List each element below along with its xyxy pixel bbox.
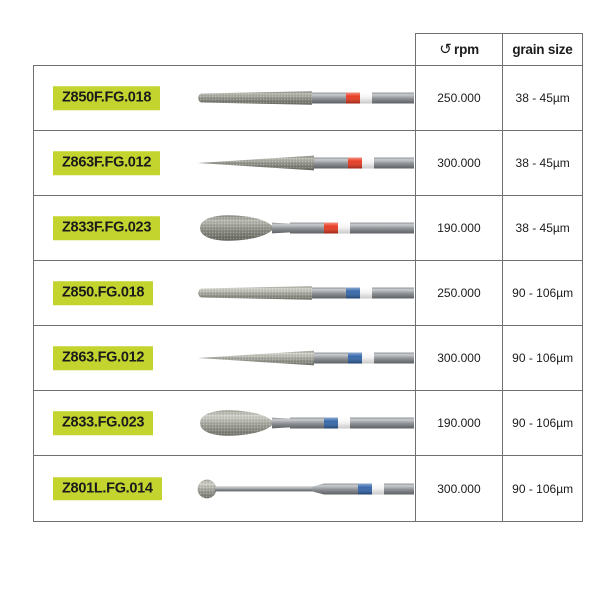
grain-size-value: 38 - 45µm bbox=[515, 156, 570, 170]
header-label-grain-size: grain size bbox=[512, 42, 573, 57]
cell-product-code: Z863.FG.012 bbox=[34, 326, 415, 390]
grain-size-value: 90 - 106µm bbox=[512, 416, 574, 430]
cell-rpm: 190.000 bbox=[414, 196, 503, 260]
table-row: Z833F.FG.023 bbox=[34, 196, 582, 261]
table-row: Z863.FG.012 bbox=[34, 326, 582, 391]
cell-product-code: Z863F.FG.012 bbox=[34, 131, 415, 195]
cell-rpm: 250.000 bbox=[414, 261, 503, 325]
bur-illustration bbox=[194, 146, 414, 180]
product-code-label: Z833F.FG.023 bbox=[53, 216, 161, 240]
bur-illustration bbox=[194, 211, 414, 245]
grain-size-value: 90 - 106µm bbox=[512, 351, 574, 365]
bur-illustration bbox=[194, 406, 414, 440]
product-code-label: Z833.FG.023 bbox=[53, 411, 154, 435]
cell-rpm: 190.000 bbox=[414, 391, 503, 455]
table-row: Z850.FG.018 bbox=[34, 261, 582, 326]
rpm-value: 300.000 bbox=[437, 481, 481, 496]
bur-illustration bbox=[194, 472, 414, 506]
grain-size-value: 38 - 45µm bbox=[515, 221, 570, 235]
header-cell-rpm: ↺ rpm bbox=[416, 34, 503, 65]
cell-grain-size: 90 - 106µm bbox=[502, 456, 582, 521]
table-body: Z850F.FG.018 bbox=[33, 65, 583, 522]
cell-rpm: 250.000 bbox=[414, 66, 503, 130]
grain-size-value: 38 - 45µm bbox=[515, 91, 570, 105]
cell-product-code: Z833.FG.023 bbox=[34, 391, 415, 455]
cell-product-code: Z850.FG.018 bbox=[34, 261, 415, 325]
rotation-ccw-icon: ↺ bbox=[439, 41, 452, 58]
product-code-label: Z863F.FG.012 bbox=[53, 151, 161, 175]
table-row: Z850F.FG.018 bbox=[34, 66, 582, 131]
bur-illustration bbox=[194, 276, 414, 310]
cell-product-code: Z801L.FG.014 bbox=[34, 456, 415, 521]
grain-size-value: 90 - 106µm bbox=[512, 481, 574, 496]
cell-rpm: 300.000 bbox=[414, 326, 503, 390]
product-code-label: Z801L.FG.014 bbox=[53, 476, 162, 501]
bur-illustration bbox=[194, 341, 414, 375]
rpm-value: 190.000 bbox=[437, 221, 481, 235]
rpm-value: 250.000 bbox=[437, 91, 481, 105]
table-row: Z863F.FG.012 bbox=[34, 131, 582, 196]
cell-product-code: Z850F.FG.018 bbox=[34, 66, 415, 130]
cell-grain-size: 90 - 106µm bbox=[502, 261, 582, 325]
header-cell-grain-size: grain size bbox=[503, 34, 582, 65]
rpm-value: 190.000 bbox=[437, 416, 481, 430]
cell-grain-size: 90 - 106µm bbox=[502, 391, 582, 455]
cell-grain-size: 38 - 45µm bbox=[502, 131, 582, 195]
table-row: Z801L.FG.014 bbox=[34, 456, 582, 521]
product-code-label: Z863.FG.012 bbox=[53, 346, 154, 370]
grain-size-value: 90 - 106µm bbox=[512, 286, 574, 300]
cell-grain-size: 38 - 45µm bbox=[502, 196, 582, 260]
rpm-value: 300.000 bbox=[437, 351, 481, 365]
rpm-value: 250.000 bbox=[437, 286, 481, 300]
cell-grain-size: 38 - 45µm bbox=[502, 66, 582, 130]
product-code-label: Z850.FG.018 bbox=[53, 281, 154, 305]
cell-product-code: Z833F.FG.023 bbox=[34, 196, 415, 260]
table-row: Z833.FG.023 bbox=[34, 391, 582, 456]
cell-rpm: 300.000 bbox=[414, 456, 503, 521]
product-code-label: Z850F.FG.018 bbox=[53, 86, 161, 110]
cell-grain-size: 90 - 106µm bbox=[502, 326, 582, 390]
rpm-value: 300.000 bbox=[437, 156, 481, 170]
cell-rpm: 300.000 bbox=[414, 131, 503, 195]
table-header: ↺ rpm grain size bbox=[415, 33, 583, 65]
header-label-rpm: rpm bbox=[454, 42, 479, 57]
bur-illustration bbox=[194, 81, 414, 115]
